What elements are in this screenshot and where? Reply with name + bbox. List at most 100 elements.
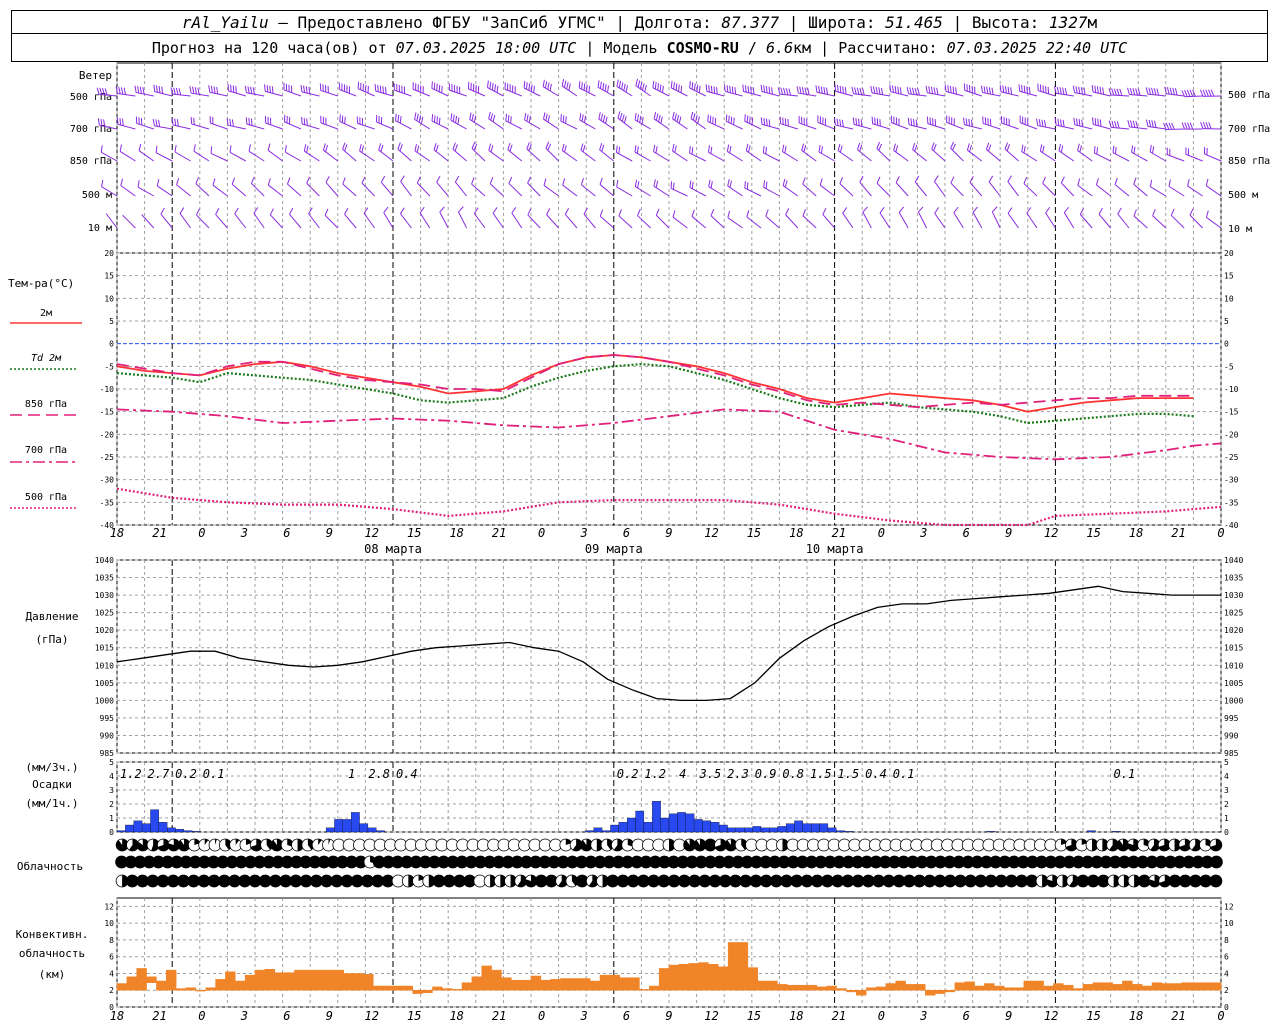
cloud-fill (833, 856, 846, 868)
wind-barb-feather (637, 180, 640, 189)
wind-barb-feather (618, 209, 622, 217)
wind-barb-feather (909, 87, 912, 95)
wind-barb-staff (859, 181, 872, 197)
cloud-fill (500, 875, 507, 888)
wind-barb-staff (117, 92, 136, 97)
prec-ytick-left: 3 (109, 786, 114, 795)
wind-barb-feather (116, 117, 119, 125)
wind-barb-feather (510, 116, 512, 124)
convective-bar (1161, 983, 1172, 991)
cloud-fill (146, 875, 159, 887)
wind-barb-staff (320, 122, 338, 130)
cloud-fill (1118, 856, 1131, 868)
precip-bar (668, 813, 678, 833)
wind-barb-feather (431, 81, 433, 89)
wind-barb-staff (285, 151, 302, 162)
cloud-fill (330, 875, 343, 887)
cloud-fill (739, 875, 752, 887)
wind-barb-feather (710, 181, 713, 189)
wind-barb-staff (1063, 212, 1075, 229)
wind-level-right-3: 500 м (1228, 190, 1258, 201)
time-tick-label-bottom: 18 (789, 1009, 803, 1023)
wind-barb-staff (383, 212, 394, 229)
wind-barb-staff (1166, 128, 1185, 131)
wind-barb-feather (245, 117, 248, 125)
cloud-fill (1065, 839, 1078, 852)
wind-barb-feather (859, 175, 864, 183)
wind-barb-feather (676, 114, 680, 122)
wind-barb-staff (691, 216, 707, 229)
wind-barb-feather (952, 143, 956, 151)
wind-barb-staff (431, 120, 449, 130)
wind-barb-staff (1026, 212, 1038, 229)
cloud-fill (831, 875, 844, 887)
wind-barb-feather (716, 87, 718, 95)
cloud-fill (178, 838, 191, 851)
wind-barb-feather (694, 83, 696, 91)
precip-3h-total: 2.3 (727, 767, 749, 781)
wind-barb-feather (1006, 144, 1011, 152)
convective-bar (412, 989, 423, 994)
wind-barb-staff (191, 123, 210, 130)
convective-bar (1033, 980, 1044, 991)
wind-barb-feather (1062, 87, 1065, 95)
wind-barb-feather (625, 85, 628, 93)
wind-barb-feather (232, 85, 235, 93)
wind-barb-feather (266, 85, 269, 93)
temp-ytick-left: 10 (104, 294, 114, 303)
cloud-fill (249, 875, 261, 887)
wind-barb-feather (659, 84, 662, 92)
wind-barb-feather (235, 86, 237, 94)
wind-barb-staff (917, 211, 928, 229)
pressure-title: Давление (26, 610, 79, 623)
convective-bar (580, 978, 591, 991)
wind-barb-feather (1192, 89, 1196, 97)
wind-barb-feather (383, 206, 389, 213)
wind-barb-staff (138, 150, 155, 162)
wind-barb-feather (122, 118, 124, 126)
wind-barb-staff (1185, 153, 1203, 162)
cloud-fill (1046, 875, 1059, 887)
wind-barb-staff (950, 182, 964, 197)
wind-barb-staff (822, 214, 835, 229)
wind-barb-staff (289, 213, 302, 229)
wind-barb-staff (1129, 94, 1148, 97)
wind-barb-feather (897, 86, 900, 94)
wind-barb-staff (1170, 215, 1185, 229)
wind-barb-staff (193, 150, 210, 162)
cloud-fill (341, 875, 353, 887)
wind-barb-feather (524, 113, 527, 121)
convective-bar (895, 980, 906, 991)
wind-barb-staff (988, 181, 1001, 197)
press-ytick-left: 1010 (95, 661, 114, 670)
wind-barb-staff (527, 182, 541, 197)
time-tick-label-bottom: 21 (492, 1009, 506, 1023)
wind-barb-feather (637, 80, 641, 88)
cloud-fill (686, 856, 698, 868)
wind-barb-feather (803, 145, 807, 153)
wind-barb-feather (799, 86, 802, 94)
wind-barb-feather (322, 143, 326, 151)
wind-barb-feather (325, 176, 330, 183)
wind-barb-feather (416, 176, 421, 184)
wind-barb-feather (399, 144, 403, 152)
cloud-fill (741, 856, 754, 868)
wind-barb-staff (1042, 182, 1056, 197)
time-tick-label-bottom: 18 (1129, 1009, 1143, 1023)
wind-barb-feather (325, 144, 329, 152)
wind-barb-feather (634, 112, 637, 121)
cloud-fill (410, 856, 422, 868)
wind-barb-staff (967, 149, 983, 162)
press-ytick-right: 1030 (1224, 591, 1243, 600)
wind-barb-feather (857, 118, 860, 126)
wind-barb-feather (1184, 122, 1188, 130)
wind-barb-staff (599, 184, 615, 197)
conv-title-3: (км) (39, 968, 66, 981)
wind-barb-feather (710, 209, 715, 216)
precip-3h-total: 1 (348, 767, 355, 781)
cloud-fill (796, 856, 809, 868)
wind-barb-feather (1102, 87, 1105, 95)
wind-barb-feather (1002, 85, 1005, 93)
wind-barb-feather (215, 208, 220, 215)
wind-barb-staff (209, 91, 228, 97)
